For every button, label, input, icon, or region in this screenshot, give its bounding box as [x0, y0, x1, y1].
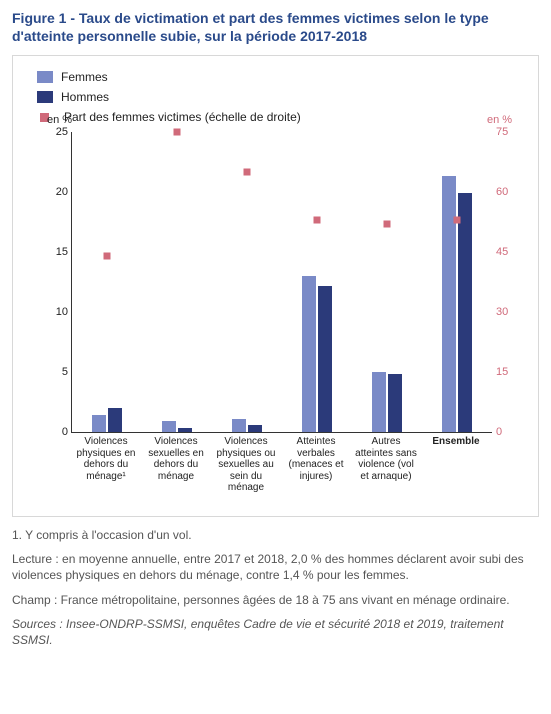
- bar-femmes: [302, 276, 316, 432]
- ytick-right: 45: [492, 246, 508, 258]
- point-part-femmes: [314, 217, 321, 224]
- footnote-1: 1. Y compris à l'occasion d'un vol.: [12, 527, 539, 543]
- bar-femmes: [442, 176, 456, 432]
- category-label: Autres atteintes sans violence (vol et a…: [353, 436, 419, 482]
- bar-femmes: [372, 372, 386, 432]
- bar-femmes: [92, 415, 106, 432]
- ytick-left: 15: [56, 246, 72, 258]
- point-part-femmes: [174, 129, 181, 136]
- note-sources: Sources : Insee-ONDRP-SSMSI, enquêtes Ca…: [12, 616, 539, 648]
- ytick-right: 0: [492, 426, 502, 438]
- legend-swatch-hommes: [37, 91, 53, 103]
- ytick-left: 5: [62, 366, 72, 378]
- note-lecture: Lecture : en moyenne annuelle, entre 201…: [12, 551, 539, 583]
- legend: Femmes Hommes Part des femmes victimes (…: [37, 70, 528, 124]
- bar-femmes: [232, 419, 246, 432]
- ytick-left: 20: [56, 186, 72, 198]
- legend-label-femmes: Femmes: [61, 70, 108, 84]
- bar-femmes: [162, 421, 176, 432]
- category-label: Violences physiques ou sexuelles au sein…: [213, 436, 279, 494]
- figure-title: Figure 1 - Taux de victimation et part d…: [12, 10, 539, 45]
- x-labels: Violences physiques en dehors du ménage¹…: [71, 432, 491, 510]
- point-part-femmes: [454, 217, 461, 224]
- category-label: Violences physiques en dehors du ménage¹: [73, 436, 139, 482]
- plot: 051015202501530456075: [71, 132, 492, 433]
- left-axis-label: en %: [47, 114, 72, 126]
- point-part-femmes: [104, 253, 111, 260]
- chart-area: en % en % 051015202501530456075Violences…: [23, 132, 528, 512]
- legend-label-part: Part des femmes victimes (échelle de dro…: [64, 110, 301, 124]
- ytick-right: 30: [492, 306, 508, 318]
- ytick-left: 10: [56, 306, 72, 318]
- category-label: Violences sexuelles en dehors du ménage: [143, 436, 209, 482]
- bar-hommes: [318, 286, 332, 432]
- category-label: Ensemble: [423, 436, 489, 448]
- point-part-femmes: [384, 221, 391, 228]
- chart-panel: Femmes Hommes Part des femmes victimes (…: [12, 55, 539, 517]
- legend-label-hommes: Hommes: [61, 90, 109, 104]
- category-label: Atteintes verbales (menaces et injures): [283, 436, 349, 482]
- bar-hommes: [388, 374, 402, 432]
- ytick-right: 15: [492, 366, 508, 378]
- note-champ: Champ : France métropolitaine, personnes…: [12, 592, 539, 608]
- ytick-left: 25: [56, 126, 72, 138]
- ytick-right: 60: [492, 186, 508, 198]
- bar-hommes: [458, 193, 472, 432]
- bar-hommes: [248, 425, 262, 432]
- legend-swatch-femmes: [37, 71, 53, 83]
- point-part-femmes: [244, 169, 251, 176]
- ytick-right: 75: [492, 126, 508, 138]
- notes: 1. Y compris à l'occasion d'un vol. Lect…: [12, 527, 539, 648]
- bar-hommes: [108, 408, 122, 432]
- right-axis-label: en %: [487, 114, 512, 126]
